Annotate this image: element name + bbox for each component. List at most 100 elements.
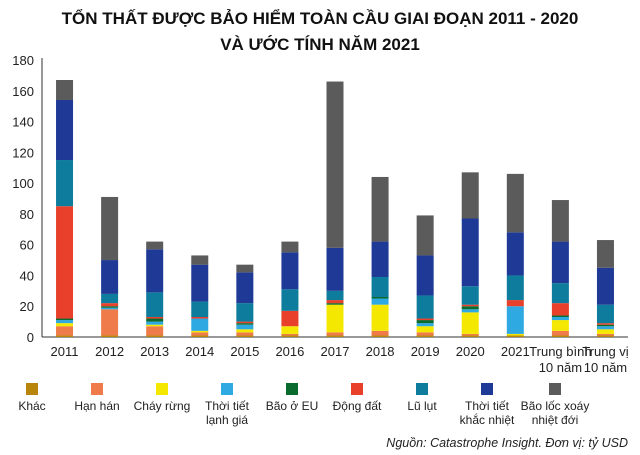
legend-label: Lũ lụt [407,399,437,413]
bar-segment [596,240,614,268]
bar-segment [551,283,569,304]
bar-segment [461,172,479,219]
bar-segment [551,320,569,331]
x-tick-label: 2020 [456,344,485,359]
legend-swatch [221,383,233,395]
bar-segment [146,241,164,250]
chart-axes: 0 20 40 60 80 100 120 140 160 180 [12,53,628,345]
bar-segment [146,335,164,337]
bar-segment [56,318,74,321]
bar-segment [596,324,614,327]
x-tick-label: 2018 [366,344,395,359]
bar-segment [236,303,254,322]
y-tick-label: 60 [20,238,34,253]
bar-segment [56,100,74,161]
bar-segment [236,323,254,325]
bar-segment [551,315,569,317]
bar-segment [461,306,479,310]
bar-segment [236,321,254,324]
bar-segment [326,81,344,248]
bar-segment [326,300,344,304]
chart-title-line-1: TỔN THẤT ĐƯỢC BẢO HIỂM TOÀN CẦU GIAI ĐOẠ… [62,9,579,28]
legend-label: Động đất [333,399,382,413]
x-tick-label: 10 năm [539,360,582,375]
legend-label: Thời tiết [205,399,250,413]
bar-segment [236,324,254,330]
y-tick-label: 100 [12,176,34,191]
bar-segment [506,335,524,337]
y-tick-label: 140 [12,115,34,130]
legend-swatch [286,383,298,395]
bar-segment [56,80,74,101]
bar-segment [101,303,119,307]
bar-segment [146,318,164,322]
bar-segment [326,304,344,333]
legend-swatch [416,383,428,395]
bar-segment [191,335,209,337]
bar-segment [236,264,254,273]
bar-segment [326,247,344,291]
bar-segment [101,196,119,261]
x-tick-label: 2011 [51,344,79,359]
y-tick-label: 80 [20,207,34,222]
bar-segment [236,272,254,304]
bar-segment [281,326,299,334]
bar-segment [101,306,119,308]
bar-segment [191,255,209,265]
bar-segment [326,290,344,301]
bar-segment [146,326,164,336]
legend-label: Bão lốc xoáy [521,399,590,413]
bar-segment [416,332,434,336]
chart-source-note: Nguồn: Catastrophe Insight. Đơn vị: tỷ U… [386,436,628,450]
bar-segment [596,304,614,324]
bar-segment [191,332,209,336]
y-tick-label: 40 [20,268,34,283]
bar-segment [191,301,209,317]
bar-segment [461,218,479,287]
bar-segment [146,316,164,319]
x-tick-label: 2021 [501,344,530,359]
x-tick-label: 2016 [275,344,304,359]
legend-swatch [351,383,363,395]
bar-segment [416,318,434,321]
bar-segment [371,298,389,305]
bar-segment [551,303,569,316]
legend-swatch [91,383,103,395]
bar-segment [56,335,74,337]
bar-segment [596,323,614,325]
x-tick-label: 2017 [321,344,350,359]
bar-segment [596,267,614,305]
bar-segment [371,335,389,337]
bar-segment [56,320,74,324]
bar-segment [416,320,434,324]
bar-segment [236,329,254,333]
bar-segment [56,326,74,336]
bar-segment [506,333,524,336]
bar-segment [281,310,299,327]
bar-segment [326,335,344,337]
x-tick-label: 2012 [95,344,124,359]
bar-segment [326,332,344,336]
legend-swatch [481,383,493,395]
bar-segment [551,330,569,336]
x-tick-labels: 2011 2012 2013 2014 2015 2016 2017 2018 2019 2020… [51,344,629,375]
legend-label: khắc nhiệt [460,412,515,427]
bar-segment [371,296,389,299]
bar-segment [596,329,614,334]
bar-segment [146,292,164,317]
bar-segment [506,173,524,233]
bar-segment [506,232,524,276]
x-tick-label: Trung vị [582,344,629,359]
bar-segment [551,335,569,337]
bar-segment [506,275,524,301]
bar-segment [236,332,254,336]
x-tick-label: 2014 [185,344,214,359]
bar-segment [416,255,434,296]
bar-segment [461,335,479,337]
bar-segment [416,335,434,337]
bar-segment [596,326,614,330]
x-tick-label: 10 năm [584,360,627,375]
bar-segment [191,316,209,319]
bar-segment [371,304,389,331]
legend-swatch [549,383,561,395]
